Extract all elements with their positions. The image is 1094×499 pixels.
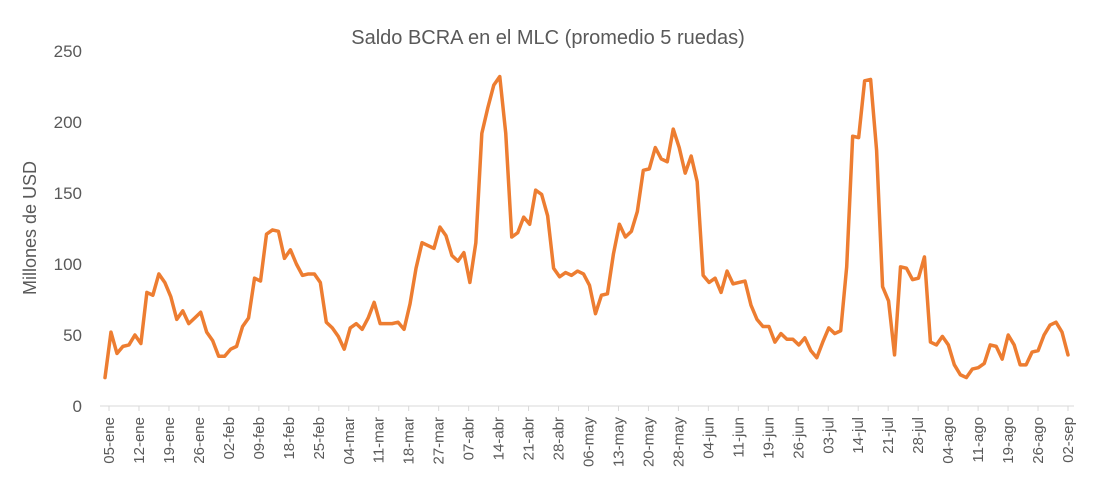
x-tick-label: 19-jun	[760, 417, 777, 459]
y-tick-label: 50	[63, 326, 82, 345]
y-tick-label: 200	[54, 113, 82, 132]
y-tick-label: 0	[73, 397, 82, 416]
x-tick-label: 03-jul	[820, 417, 837, 454]
y-tick-label: 150	[54, 184, 82, 203]
x-axis-ticks: 05-ene 12-ene 19-ene 26-ene 02-feb 09-feb 18-f…	[101, 406, 1077, 467]
x-tick-label: 26-ene	[191, 417, 208, 464]
x-tick-label: 05-ene	[101, 417, 118, 464]
x-tick-label: 25-feb	[311, 417, 328, 460]
x-tick-label: 27-mar	[431, 417, 448, 465]
x-tick-label: 28-may	[670, 417, 687, 468]
x-tick-label: 09-feb	[251, 417, 268, 460]
x-tick-label: 18-feb	[281, 417, 298, 460]
x-tick-label: 02-sep	[1060, 417, 1077, 463]
x-tick-label: 26-jun	[790, 417, 807, 459]
x-tick-label: 04-mar	[341, 417, 358, 465]
x-tick-label: 13-may	[610, 417, 627, 468]
x-tick-label: 14-jul	[850, 417, 867, 454]
y-axis-ticks: 0 50 100 150 200 250	[54, 42, 82, 416]
x-tick-label: 21-jul	[880, 417, 897, 454]
x-tick-label: 19-ago	[1000, 417, 1017, 464]
x-tick-label: 28-abr	[551, 417, 568, 460]
x-tick-label: 07-abr	[461, 417, 478, 460]
x-tick-label: 04-jun	[700, 417, 717, 459]
x-tick-label: 11-jun	[730, 417, 747, 458]
x-tick-label: 11-mar	[371, 417, 388, 463]
x-tick-label: 04-ago	[940, 417, 957, 464]
x-tick-label: 19-ene	[161, 417, 178, 464]
x-tick-label: 02-feb	[221, 417, 238, 460]
series-line	[103, 74, 1070, 380]
x-tick-label: 21-abr	[521, 417, 538, 460]
x-tick-label: 20-may	[640, 417, 657, 468]
x-tick-label: 06-may	[581, 417, 598, 468]
y-tick-label: 250	[54, 42, 82, 61]
x-tick-label: 12-ene	[131, 417, 148, 464]
y-tick-label: 100	[54, 255, 82, 274]
y-axis-label: Millones de USD	[20, 161, 40, 295]
x-tick-label: 11-ago	[970, 417, 987, 463]
x-tick-label: 26-ago	[1030, 417, 1047, 464]
x-tick-label: 28-jul	[910, 417, 927, 454]
chart-title: Saldo BCRA en el MLC (promedio 5 ruedas)	[351, 27, 745, 49]
x-tick-label: 18-mar	[401, 417, 418, 465]
x-tick-label: 14-abr	[491, 417, 508, 460]
